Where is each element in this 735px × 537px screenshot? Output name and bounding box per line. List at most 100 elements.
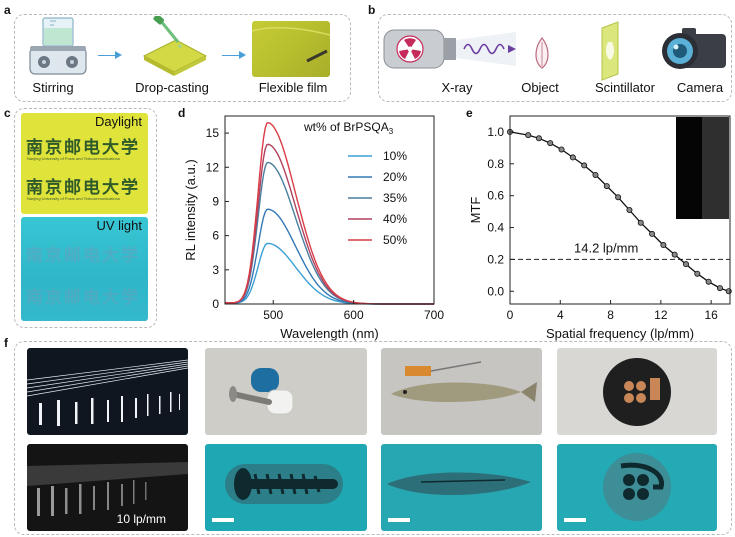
mtf-chart: 14.2 lp/mm 0.0 0.2 0.4 0.6 0.8 1.0 0 4 8 12 16 Spati…	[468, 115, 732, 341]
step-flexible-film: Flexible film	[258, 80, 328, 95]
x-tick-label: 0	[507, 308, 514, 322]
chinese-text-row-1: 南京邮电大学	[26, 138, 140, 158]
y-tick-label: 0	[212, 297, 219, 311]
panel-f-letter: f	[4, 336, 8, 350]
mtf-point	[592, 171, 599, 178]
threshold-annotation: 14.2 lp/mm	[574, 240, 638, 255]
panel-a-box	[14, 14, 351, 102]
x-tick-label: 12	[654, 308, 668, 322]
english-text-row-1: Nanjing University of Posts and Telecomm…	[27, 156, 120, 161]
panel-c-box	[14, 108, 157, 328]
legend-label-2: 35%	[383, 191, 407, 205]
panel-b-box	[378, 14, 732, 102]
mtf-inset-image	[676, 117, 729, 219]
mtf-point	[626, 207, 633, 214]
y-tick-label: 15	[206, 126, 220, 140]
step-drop-casting: Drop-casting	[135, 80, 209, 95]
mtf-point	[705, 278, 712, 285]
stirrer-illustration	[29, 17, 87, 75]
panel-a-letter: a	[4, 3, 11, 17]
label-scintillator: Scintillator	[595, 80, 655, 95]
panel-d-letter: d	[178, 106, 186, 120]
y-tick-label: 0.0	[487, 284, 504, 298]
x-axis-label: Spatial frequency (lp/mm)	[546, 326, 694, 341]
drop-casting-illustration	[142, 16, 208, 76]
x-tick-label: 16	[704, 308, 718, 322]
legend-label-3: 40%	[383, 212, 407, 226]
mtf-point	[615, 194, 622, 201]
rl-spectrum-chart: 0 3 6 9 12 15 500 600 700 Wavelength (nm) RL inten…	[183, 115, 444, 341]
scale-bar	[212, 518, 234, 522]
panel-e-letter: e	[466, 106, 473, 120]
y-tick-label: 0.2	[487, 252, 504, 266]
legend-label-4: 50%	[383, 233, 407, 247]
mtf-point	[547, 140, 554, 147]
mtf-point	[603, 183, 610, 190]
flexible-film-photo	[252, 21, 330, 77]
uv-light-photo: UV light 南京邮电大学 南京邮电大学	[21, 217, 148, 321]
mtf-point	[725, 288, 732, 295]
mtf-point	[525, 132, 532, 139]
mtf-point	[682, 261, 689, 268]
xray-setup-illustration	[383, 21, 726, 81]
mtf-point	[660, 242, 667, 249]
y-tick-label: 0.8	[487, 157, 504, 171]
fish-object-photo	[381, 348, 542, 435]
screw-xray-image	[205, 444, 367, 531]
panel-c-letter: c	[4, 106, 11, 120]
fish-xray-image	[381, 444, 542, 531]
scale-bar	[388, 518, 410, 522]
legend-title: wt% of BrPSQA3	[303, 120, 394, 136]
circuit-object-photo	[557, 348, 717, 435]
x-tick-label: 700	[424, 308, 444, 322]
y-axis-label: MTF	[468, 197, 483, 224]
y-tick-label: 0.4	[487, 221, 504, 235]
y-tick-label: 1.0	[487, 125, 504, 139]
resolution-label: 10 lp/mm	[116, 512, 166, 526]
mtf-point	[649, 230, 656, 237]
label-xray: X-ray	[441, 80, 473, 95]
chinese-text-uv-row-2: 南京邮电大学	[26, 288, 140, 308]
scale-bar	[564, 518, 586, 522]
english-text-row-2: Nanjing University of Posts and Telecomm…	[27, 196, 120, 201]
legend-label-0: 10%	[383, 149, 407, 163]
y-axis-label: RL intensity (a.u.)	[183, 159, 198, 260]
y-tick-label: 9	[212, 194, 219, 208]
x-axis-label: Wavelength (nm)	[280, 326, 379, 341]
uv-light-label: UV light	[96, 218, 142, 233]
mtf-point	[716, 285, 723, 292]
mtf-point	[671, 251, 678, 258]
mtf-point	[558, 146, 565, 153]
plot-frame	[509, 115, 731, 305]
panel-b-letter: b	[368, 3, 376, 17]
y-tick-label: 12	[206, 160, 220, 174]
arrow-a2	[222, 51, 246, 59]
mtf-point	[694, 270, 701, 277]
y-tick-label: 3	[212, 263, 219, 277]
circuit-xray-image	[557, 444, 717, 531]
panel-f-box	[14, 341, 732, 535]
y-tick-label: 0.6	[487, 189, 504, 203]
inset-light-stripe	[702, 117, 729, 219]
plot-frame	[224, 115, 435, 305]
daylight-photo: Daylight 南京邮电大学 Nanjing University of Po…	[21, 113, 148, 214]
chinese-text-uv-row-1: 南京邮电大学	[26, 246, 140, 266]
screw-object-photo	[205, 348, 367, 435]
label-camera: Camera	[676, 80, 724, 95]
x-tick-label: 600	[344, 308, 364, 322]
x-tick-label: 500	[263, 308, 283, 322]
mtf-point	[535, 135, 542, 142]
x-tick-label: 8	[607, 308, 614, 322]
label-object: Object	[521, 80, 559, 95]
daylight-label: Daylight	[95, 114, 142, 129]
chinese-text-row-2: 南京邮电大学	[26, 178, 140, 198]
x-tick-label: 4	[557, 308, 564, 322]
step-stirring: Stirring	[32, 80, 74, 95]
legend-title-subscript: 3	[389, 127, 394, 136]
inset-dark-stripe	[676, 117, 702, 219]
mtf-point	[637, 219, 644, 226]
resolution-xray-image: 10 lp/mm	[27, 444, 188, 531]
arrow-a1	[98, 51, 122, 59]
legend-label-1: 20%	[383, 170, 407, 184]
y-tick-label: 6	[212, 229, 219, 243]
